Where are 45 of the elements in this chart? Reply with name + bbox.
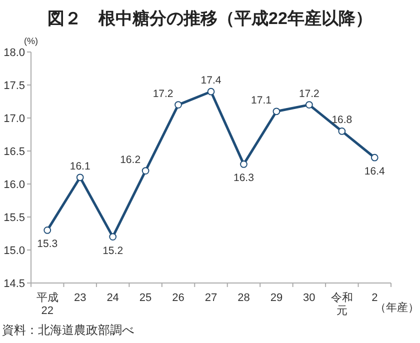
x-tick-label: 30 [303,292,316,304]
point [240,160,248,168]
x-tick-label: 2 [372,292,378,304]
data-label: 16.1 [70,160,90,172]
data-label: 16.4 [364,166,386,178]
x-tick-label: 平成22 [36,291,58,318]
data-label: 15.3 [37,238,58,250]
point [370,154,378,162]
point [207,88,215,96]
x-tick-label: 令和元 [330,291,353,318]
text: 資料：北海道農政部調べ [2,323,134,337]
x-tick-label: 26 [172,292,184,304]
point [142,167,150,174]
point [174,101,182,108]
x-tick-label: 28 [238,292,250,304]
point [44,226,52,234]
data-label: 17.4 [200,74,222,87]
chart-title: 図２ 根中糖分の推移（平成22年産以降） [48,9,372,28]
y-tick-label: 15.0 [4,245,25,257]
data-label: 15.2 [102,244,124,257]
point [109,233,117,240]
data-label: 17.1 [251,94,272,106]
x-axis-title: （年産） [375,301,419,314]
data-label: 16.3 [234,172,254,184]
y-tick-label: 14.5 [4,278,25,290]
x-tick-label: 27 [204,292,218,304]
data-label: 16.2 [120,154,141,166]
y-tick-label: 17.0 [4,113,25,125]
x-tick-label: 29 [270,292,283,304]
data-label: 17.2 [152,88,174,100]
y-tick-label: 15.5 [4,212,25,224]
y-axis-title: (%) [24,36,38,46]
x-tick-label: 24 [106,292,119,304]
point [76,174,84,182]
y-tick-label: 16.0 [4,179,25,191]
data-label: 17.2 [298,88,320,100]
data-label: 16.8 [332,114,352,126]
x-tick-label: 25 [139,292,152,304]
y-tick-label: 16.5 [4,146,25,158]
point [338,128,346,135]
y-tick-label: 17.5 [4,80,25,92]
point [272,108,280,116]
x-tick-label: 23 [74,292,86,304]
point [305,101,313,108]
y-tick-label: 18.0 [4,47,25,59]
